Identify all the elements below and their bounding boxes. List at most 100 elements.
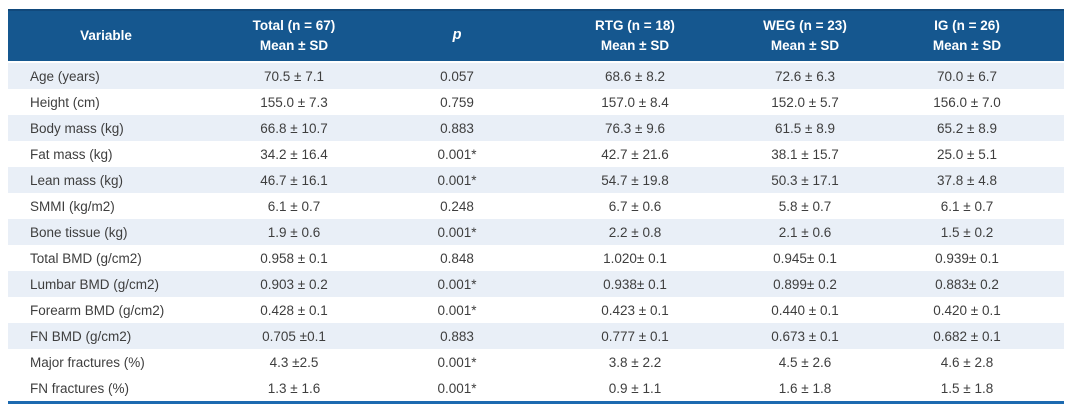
variable-cell: Bone tissue (kg) xyxy=(8,219,204,245)
value-cell: 6.1 ± 0.7 xyxy=(204,193,384,219)
value-cell: 1.020± 0.1 xyxy=(530,245,740,271)
value-cell: 0.001* xyxy=(384,375,530,403)
value-cell: 42.7 ± 21.6 xyxy=(530,141,740,167)
value-cell: 66.8 ± 10.7 xyxy=(204,115,384,141)
value-cell: 2.2 ± 0.8 xyxy=(530,219,740,245)
column-header-5: IG (n = 26) Mean ± SD xyxy=(870,10,1064,63)
column-title: IG (n = 26) xyxy=(934,18,1000,34)
value-cell: 0.945± 0.1 xyxy=(740,245,870,271)
value-cell: 65.2 ± 8.9 xyxy=(870,115,1064,141)
column-header-1: Total (n = 67) Mean ± SD xyxy=(204,10,384,63)
value-cell: 0.939± 0.1 xyxy=(870,245,1064,271)
table-row: Lean mass (kg) 46.7 ± 16.1 0.001* 54.7 ± 19… xyxy=(8,167,1064,193)
column-title: p xyxy=(452,27,462,44)
value-cell: 156.0 ± 7.0 xyxy=(870,89,1064,115)
value-cell: 0.428 ± 0.1 xyxy=(204,297,384,323)
value-cell: 70.0 ± 6.7 xyxy=(870,62,1064,89)
table-row: FN BMD (g/cm2) 0.705 ±0.1 0.883 0.777 ± 0.1… xyxy=(8,323,1064,349)
value-cell: 0.001* xyxy=(384,297,530,323)
value-cell: 0.001* xyxy=(384,141,530,167)
value-cell: 70.5 ± 7.1 xyxy=(204,62,384,89)
value-cell: 4.6 ± 2.8 xyxy=(870,349,1064,375)
value-cell: 1.5 ± 1.8 xyxy=(870,375,1064,403)
variable-cell: Total BMD (g/cm2) xyxy=(8,245,204,271)
value-cell: 37.8 ± 4.8 xyxy=(870,167,1064,193)
value-cell: 157.0 ± 8.4 xyxy=(530,89,740,115)
value-cell: 25.0 ± 5.1 xyxy=(870,141,1064,167)
value-cell: 0.958 ± 0.1 xyxy=(204,245,384,271)
header-row: Variable Total (n = 67) Mean ± SD p RTG (n =… xyxy=(8,10,1064,63)
table-row: SMMI (kg/m2) 6.1 ± 0.7 0.248 6.7 ± 0.6 5.8 ±… xyxy=(8,193,1064,219)
column-subtitle: Mean ± SD xyxy=(600,38,670,53)
value-cell: 0.001* xyxy=(384,271,530,297)
value-cell: 0.848 xyxy=(384,245,530,271)
value-cell: 0.001* xyxy=(384,219,530,245)
variable-cell: FN BMD (g/cm2) xyxy=(8,323,204,349)
value-cell: 6.7 ± 0.6 xyxy=(530,193,740,219)
table-row: FN fractures (%) 1.3 ± 1.6 0.001* 0.9 ± 1.1… xyxy=(8,375,1064,403)
table-row: Bone tissue (kg) 1.9 ± 0.6 0.001* 2.2 ± 0.8… xyxy=(8,219,1064,245)
variable-cell: Age (years) xyxy=(8,62,204,89)
variable-cell: Lean mass (kg) xyxy=(8,167,204,193)
value-cell: 0.759 xyxy=(384,89,530,115)
value-cell: 1.5 ± 0.2 xyxy=(870,219,1064,245)
column-header-2: p xyxy=(384,10,530,63)
value-cell: 0.777 ± 0.1 xyxy=(530,323,740,349)
value-cell: 0.057 xyxy=(384,62,530,89)
value-cell: 0.682 ± 0.1 xyxy=(870,323,1064,349)
value-cell: 3.8 ± 2.2 xyxy=(530,349,740,375)
column-title: WEG (n = 23) xyxy=(763,18,847,34)
column-header-3: RTG (n = 18) Mean ± SD xyxy=(530,10,740,63)
value-cell: 0.903 ± 0.2 xyxy=(204,271,384,297)
variable-cell: Forearm BMD (g/cm2) xyxy=(8,297,204,323)
value-cell: 0.705 ±0.1 xyxy=(204,323,384,349)
variable-cell: FN fractures (%) xyxy=(8,375,204,403)
column-subtitle: Mean ± SD xyxy=(259,38,329,53)
value-cell: 61.5 ± 8.9 xyxy=(740,115,870,141)
variable-cell: Major fractures (%) xyxy=(8,349,204,375)
column-header-4: WEG (n = 23) Mean ± SD xyxy=(740,10,870,63)
variable-cell: Fat mass (kg) xyxy=(8,141,204,167)
value-cell: 1.9 ± 0.6 xyxy=(204,219,384,245)
variable-cell: Body mass (kg) xyxy=(8,115,204,141)
group-comparison-table: Variable Total (n = 67) Mean ± SD p RTG (n =… xyxy=(8,9,1064,404)
value-cell: 68.6 ± 8.2 xyxy=(530,62,740,89)
table-row: Major fractures (%) 4.3 ±2.5 0.001* 3.8 ± 2… xyxy=(8,349,1064,375)
value-cell: 0.938± 0.1 xyxy=(530,271,740,297)
value-cell: 0.420 ± 0.1 xyxy=(870,297,1064,323)
value-cell: 4.5 ± 2.6 xyxy=(740,349,870,375)
value-cell: 152.0 ± 5.7 xyxy=(740,89,870,115)
column-subtitle: Mean ± SD xyxy=(932,38,1002,53)
value-cell: 6.1 ± 0.7 xyxy=(870,193,1064,219)
table-row: Lumbar BMD (g/cm2) 0.903 ± 0.2 0.001* 0.938… xyxy=(8,271,1064,297)
value-cell: 2.1 ± 0.6 xyxy=(740,219,870,245)
value-cell: 76.3 ± 9.6 xyxy=(530,115,740,141)
value-cell: 34.2 ± 16.4 xyxy=(204,141,384,167)
value-cell: 0.673 ± 0.1 xyxy=(740,323,870,349)
table-row: Body mass (kg) 66.8 ± 10.7 0.883 76.3 ± 9.6… xyxy=(8,115,1064,141)
value-cell: 0.001* xyxy=(384,167,530,193)
value-cell: 38.1 ± 15.7 xyxy=(740,141,870,167)
table-row: Fat mass (kg) 34.2 ± 16.4 0.001* 42.7 ± 21.… xyxy=(8,141,1064,167)
table-row: Forearm BMD (g/cm2) 0.428 ± 0.1 0.001* 0.42… xyxy=(8,297,1064,323)
value-cell: 50.3 ± 17.1 xyxy=(740,167,870,193)
column-header-0: Variable xyxy=(8,10,204,63)
value-cell: 1.6 ± 1.8 xyxy=(740,375,870,403)
value-cell: 72.6 ± 6.3 xyxy=(740,62,870,89)
variable-cell: Lumbar BMD (g/cm2) xyxy=(8,271,204,297)
value-cell: 0.883 xyxy=(384,115,530,141)
value-cell: 155.0 ± 7.3 xyxy=(204,89,384,115)
table-row: Total BMD (g/cm2) 0.958 ± 0.1 0.848 1.020± … xyxy=(8,245,1064,271)
value-cell: 0.883± 0.2 xyxy=(870,271,1064,297)
table-row: Age (years) 70.5 ± 7.1 0.057 68.6 ± 8.2 72.6… xyxy=(8,62,1064,89)
value-cell: 1.3 ± 1.6 xyxy=(204,375,384,403)
value-cell: 0.883 xyxy=(384,323,530,349)
variable-cell: Height (cm) xyxy=(8,89,204,115)
value-cell: 46.7 ± 16.1 xyxy=(204,167,384,193)
table-header: Variable Total (n = 67) Mean ± SD p RTG (n =… xyxy=(8,10,1064,63)
column-subtitle: Mean ± SD xyxy=(770,38,840,53)
value-cell: 54.7 ± 19.8 xyxy=(530,167,740,193)
value-cell: 0.9 ± 1.1 xyxy=(530,375,740,403)
value-cell: 4.3 ±2.5 xyxy=(204,349,384,375)
